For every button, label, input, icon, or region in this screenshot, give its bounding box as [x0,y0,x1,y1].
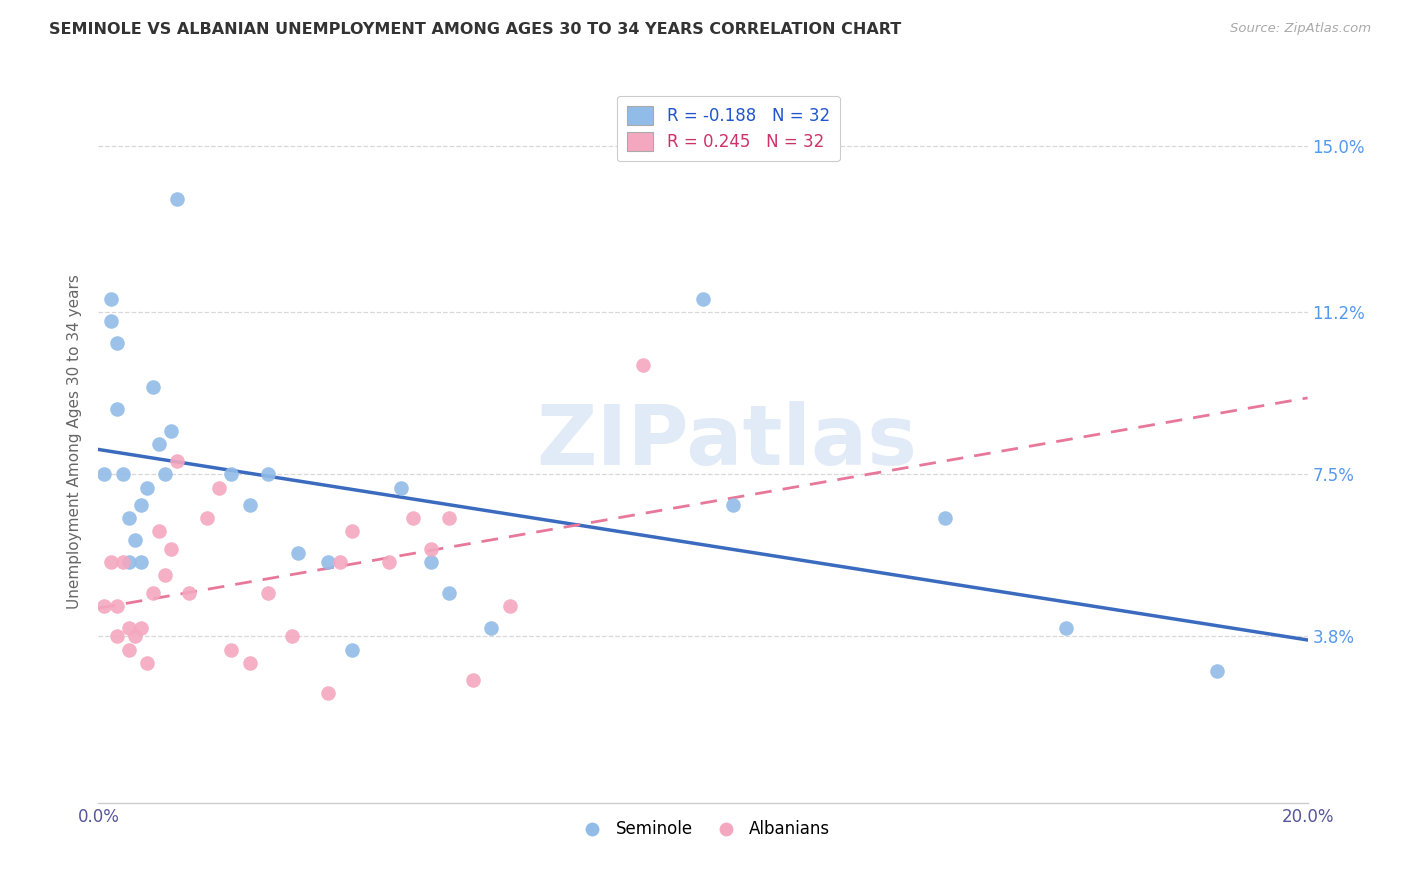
Point [100,292,122,306]
Point [316,686,339,700]
Point [221,642,243,657]
Text: ZIPatlas: ZIPatlas [537,401,918,482]
Point [160,424,183,438]
Text: SEMINOLE VS ALBANIAN UNEMPLOYMENT AMONG AGES 30 TO 34 YEARS CORRELATION CHART: SEMINOLE VS ALBANIAN UNEMPLOYMENT AMONG … [49,22,901,37]
Point [100,555,122,569]
Point [1054,621,1077,635]
Point [481,621,503,635]
Point [437,585,460,599]
Point [93,599,115,613]
Point [105,336,128,351]
Point [389,481,412,495]
Point [153,568,176,582]
Point [934,511,956,525]
Point [142,585,165,599]
Point [195,511,218,525]
Point [105,599,128,613]
Point [342,524,364,539]
Point [281,629,304,643]
Point [420,555,443,569]
Point [124,629,146,643]
Point [111,467,134,482]
Point [377,555,399,569]
Point [160,541,183,556]
Point [129,621,152,635]
Point [692,292,714,306]
Point [118,621,141,635]
Point [402,511,425,525]
Point [135,481,157,495]
Point [498,599,520,613]
Point [256,585,278,599]
Point [118,511,141,525]
Point [118,642,141,657]
Point [208,481,231,495]
Point [329,555,352,569]
Point [129,555,152,569]
Point [179,585,201,599]
Point [105,401,128,416]
Point [148,436,170,450]
Point [1206,665,1229,679]
Point [129,498,152,512]
Point [142,380,165,394]
Point [135,656,157,670]
Point [221,467,243,482]
Point [166,454,188,468]
Point [463,673,485,688]
Point [148,524,170,539]
Point [105,629,128,643]
Point [256,467,278,482]
Text: Source: ZipAtlas.com: Source: ZipAtlas.com [1230,22,1371,36]
Point [631,358,654,372]
Point [153,467,176,482]
Point [723,498,745,512]
Point [316,555,339,569]
Point [93,467,115,482]
Point [420,541,443,556]
Legend: Seminole, Albanians: Seminole, Albanians [569,814,837,845]
Point [437,511,460,525]
Point [118,555,141,569]
Point [239,656,262,670]
Point [166,192,188,206]
Y-axis label: Unemployment Among Ages 30 to 34 years: Unemployment Among Ages 30 to 34 years [66,274,82,609]
Point [111,555,134,569]
Point [342,642,364,657]
Point [287,546,309,560]
Point [100,314,122,328]
Point [124,533,146,547]
Point [239,498,262,512]
